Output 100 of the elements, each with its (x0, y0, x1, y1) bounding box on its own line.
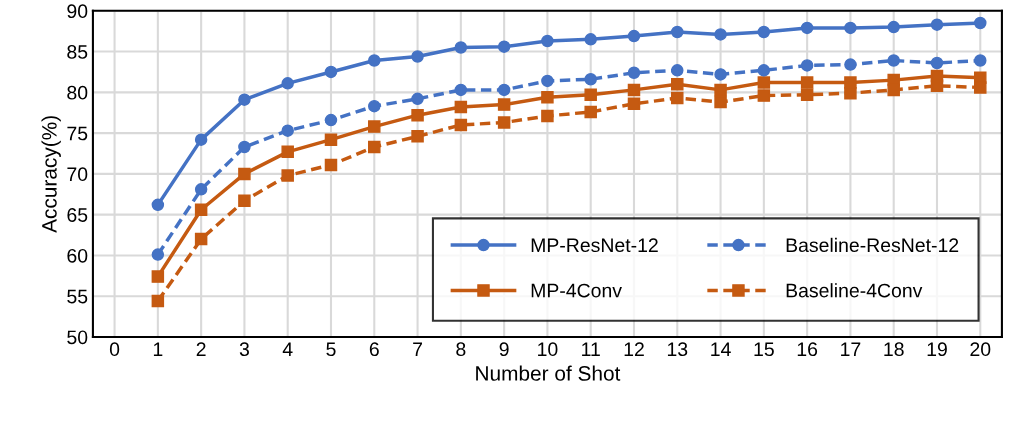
point (974, 16, 987, 30)
legend-label: MP-4Conv (531, 283, 622, 298)
point (714, 28, 727, 41)
point (324, 158, 338, 172)
point (194, 232, 208, 246)
y-tick-label: 70 (67, 167, 88, 182)
point (757, 25, 771, 39)
legend-label: Baseline-ResNet-12 (786, 237, 959, 253)
point (887, 54, 900, 67)
point (714, 95, 727, 109)
x-tick-label: 2 (196, 342, 206, 356)
point (844, 21, 857, 35)
point (541, 34, 554, 48)
x-tick-label: 14 (711, 342, 731, 356)
point (324, 133, 338, 146)
x-tick-label: 19 (927, 342, 947, 357)
x-tick-label: 5 (326, 342, 336, 357)
point (454, 118, 468, 132)
point (541, 109, 554, 123)
point (541, 74, 554, 88)
x-tick-label: 11 (582, 342, 600, 356)
x-tick-label: 3 (239, 342, 249, 357)
point (454, 83, 468, 97)
point (627, 83, 641, 97)
point (627, 66, 641, 80)
point (411, 130, 424, 143)
point (627, 97, 641, 111)
point (714, 83, 727, 97)
point (497, 40, 511, 53)
point (844, 86, 857, 100)
point (757, 76, 771, 89)
x-tick-label: 13 (667, 342, 688, 357)
point (411, 92, 424, 106)
y-tick-label: 90 (67, 4, 88, 19)
point (844, 58, 857, 71)
point (627, 29, 641, 43)
point (887, 83, 900, 97)
x-tick-label: 17 (841, 342, 861, 356)
point (368, 99, 381, 113)
point (454, 100, 468, 114)
point (974, 54, 987, 67)
point (671, 77, 684, 91)
point (194, 133, 208, 146)
point (541, 90, 554, 104)
point (238, 93, 251, 106)
point (324, 65, 338, 79)
point (887, 20, 900, 34)
point (281, 77, 294, 90)
legend-label: Baseline-4Conv (786, 283, 923, 298)
point (800, 76, 814, 89)
point (238, 140, 251, 154)
point (281, 169, 294, 182)
point (800, 59, 814, 72)
y-tick-label: 80 (67, 85, 88, 100)
y-tick-label: 65 (67, 208, 88, 222)
point (151, 270, 165, 283)
x-tick-label: 7 (413, 342, 422, 356)
point (584, 105, 597, 119)
point (714, 68, 727, 81)
point (368, 140, 381, 154)
point (411, 108, 424, 122)
y-tick-label: 75 (67, 126, 88, 141)
point (671, 25, 684, 39)
x-tick-label: 6 (369, 342, 379, 357)
x-tick-label: 10 (538, 342, 558, 357)
point (497, 83, 511, 97)
point (151, 248, 165, 261)
legend-label: MP-ResNet-12 (531, 238, 658, 253)
point (194, 203, 208, 217)
point (368, 54, 381, 67)
y-tick-label: 50 (67, 330, 88, 345)
point (757, 64, 771, 77)
x-tick-label: 1 (153, 342, 163, 356)
point (974, 81, 987, 94)
y-tick-label: 85 (67, 45, 88, 59)
x-tick-label: 4 (282, 342, 293, 356)
x-tick-label: 12 (624, 342, 644, 356)
point (324, 113, 338, 127)
x-tick-label: 16 (797, 342, 818, 357)
point (930, 56, 944, 70)
x-tick-label: 20 (970, 342, 991, 357)
x-axis-title: Number of Shot (476, 365, 621, 381)
y-tick-label: 60 (67, 248, 88, 263)
point (671, 64, 684, 77)
point (800, 21, 814, 35)
x-tick-label: 8 (456, 342, 466, 357)
point (584, 33, 597, 46)
point (584, 88, 597, 102)
point (757, 89, 771, 102)
point (497, 98, 511, 111)
x-tick-label: 18 (884, 342, 904, 357)
point (930, 18, 944, 31)
point (454, 41, 468, 54)
point (671, 91, 684, 105)
point (238, 194, 251, 208)
point (930, 79, 944, 93)
point (584, 73, 597, 86)
y-axis-title: Accuracy(%) (41, 116, 61, 233)
point (281, 124, 294, 137)
point (368, 120, 381, 133)
